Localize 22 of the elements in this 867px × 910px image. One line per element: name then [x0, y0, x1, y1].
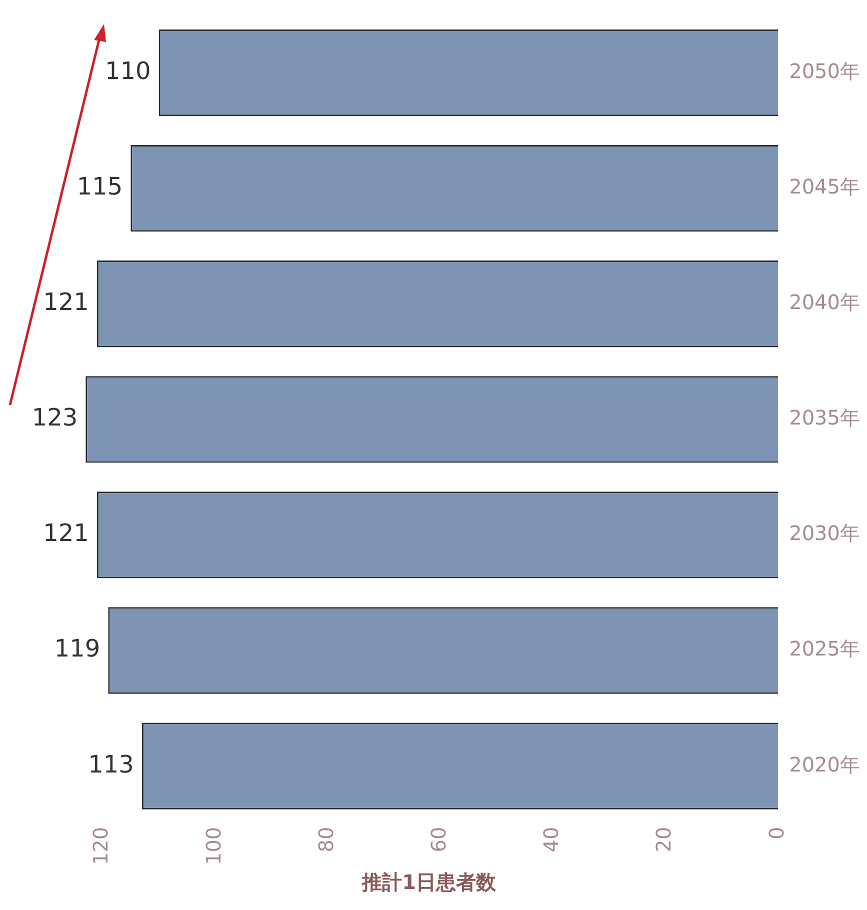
data-label: 123	[32, 404, 78, 432]
y-tick-label: 2040年	[789, 290, 860, 314]
x-axis-title: 推計1日患者数	[361, 870, 498, 894]
data-label: 115	[76, 172, 123, 201]
y-tick-label: 2050年	[789, 58, 860, 83]
x-tick-label: 60	[426, 826, 451, 852]
x-tick-label: 120	[88, 826, 113, 866]
x-tick-label: 20	[652, 826, 676, 852]
y-tick-label: 2045年	[789, 174, 860, 199]
data-label: 119	[54, 634, 100, 663]
y-tick-label: 2035年	[789, 406, 860, 430]
x-tick-label: 0	[764, 826, 788, 840]
x-tick-label: 100	[201, 826, 226, 866]
y-tick-label: 2020年	[789, 752, 860, 776]
y-tick-label: 2030年	[789, 521, 860, 546]
x-tick-label: 80	[314, 826, 338, 852]
y-tick-label: 2025年	[789, 636, 860, 661]
x-tick-label: 40	[539, 826, 564, 852]
data-label: 121	[43, 288, 89, 316]
data-label: 110	[105, 57, 151, 86]
data-label: 121	[43, 519, 89, 548]
data-label: 113	[88, 750, 134, 778]
